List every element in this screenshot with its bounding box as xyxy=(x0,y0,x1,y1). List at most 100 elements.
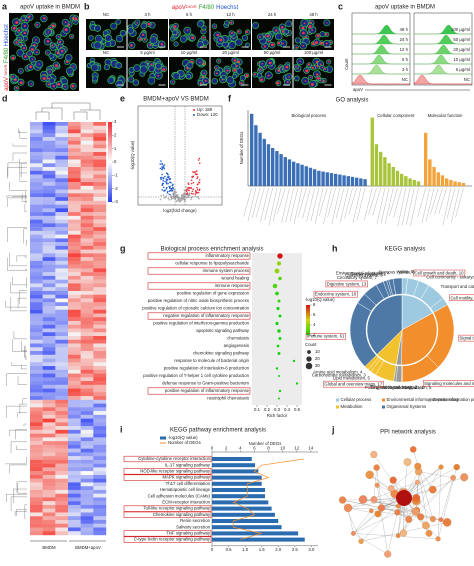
heatmap-cell xyxy=(30,148,43,153)
term-label: C-type lectin receptor signaling pathway xyxy=(134,537,211,542)
gene-point xyxy=(168,178,171,180)
vesicle xyxy=(149,43,152,46)
cell xyxy=(232,73,238,79)
heatmap-cell xyxy=(68,332,81,337)
heatmap-cell xyxy=(55,411,69,416)
axis-label: Rich factor xyxy=(267,413,288,418)
go-bar xyxy=(250,113,254,186)
heatmap-cell xyxy=(68,140,81,145)
vesicle xyxy=(233,59,237,62)
vesicle xyxy=(15,41,18,44)
enrichment-dot xyxy=(275,367,279,370)
gene-point xyxy=(164,175,166,178)
heatmap-cell xyxy=(93,185,107,190)
heatmap-cell xyxy=(30,392,43,397)
gene-point xyxy=(183,195,186,197)
condition-label: 6 h xyxy=(186,12,193,17)
heatmap-cell xyxy=(80,290,94,295)
heatmap-cell xyxy=(30,377,43,382)
vesicle xyxy=(307,63,311,66)
heatmap-cell xyxy=(55,433,69,438)
heatmap-cell xyxy=(93,140,107,145)
vesicle xyxy=(217,60,220,62)
go-bar xyxy=(292,161,296,186)
enrichment-bar xyxy=(212,537,305,542)
vesicle xyxy=(160,43,164,46)
title: KEGG pathway enrichment analysis xyxy=(170,428,266,434)
heatmap-cell xyxy=(30,294,43,299)
heatmap-cell xyxy=(68,339,81,344)
heatmap-cell xyxy=(42,414,56,419)
heatmap-cell xyxy=(55,463,69,468)
segment-label: Global and overview maps, 17 xyxy=(324,382,382,387)
heatmap-cell xyxy=(93,167,107,172)
legend-label: Up: 188 xyxy=(197,107,213,112)
heatmap-cell xyxy=(55,497,69,502)
heatmap-cell xyxy=(42,332,56,337)
heatmap-cell xyxy=(93,242,107,247)
heatmap-cell xyxy=(80,122,94,126)
go-bar xyxy=(374,144,379,186)
heatmap-cell xyxy=(55,392,69,397)
heatmap-cell xyxy=(55,426,69,431)
term-label-stub xyxy=(310,187,320,222)
heatmap-cell xyxy=(30,407,43,412)
heatmap-cell xyxy=(42,309,56,314)
go-bar xyxy=(342,175,346,186)
heatmap-cell xyxy=(80,317,94,322)
vesicle xyxy=(31,58,34,61)
heatmap-cell xyxy=(93,305,107,310)
gene-point xyxy=(163,167,166,170)
network-node xyxy=(405,515,413,523)
heatmap-cell xyxy=(93,508,107,513)
heatmap-cell xyxy=(55,275,69,280)
vesicle xyxy=(325,33,328,36)
term-label-stub xyxy=(306,187,315,222)
heatmap-cell xyxy=(68,204,81,209)
network-node xyxy=(414,462,422,470)
heatmap-cell xyxy=(30,197,43,202)
heatmap-cell xyxy=(80,215,94,220)
vesicle xyxy=(203,72,205,75)
vesicle xyxy=(311,29,314,31)
axis-label: Count xyxy=(344,58,349,70)
heatmap-cell xyxy=(68,290,81,295)
vesicle xyxy=(259,68,262,71)
heatmap-cell xyxy=(30,399,43,404)
heatmap-cell xyxy=(55,197,69,202)
heatmap-cell xyxy=(42,133,56,138)
heatmap-cell xyxy=(80,339,94,344)
heatmap-cell xyxy=(30,264,43,269)
heatmap-cell xyxy=(93,504,107,509)
heatmap-cell xyxy=(93,287,107,292)
heatmap-cell xyxy=(93,197,107,202)
gene-point xyxy=(198,189,201,192)
heatmap-cell xyxy=(80,343,94,348)
gene-point xyxy=(195,170,198,172)
colorbar-label: 0 xyxy=(114,159,117,164)
legend-swatch xyxy=(428,398,431,402)
heatmap-cell xyxy=(42,463,56,468)
heatmap-cell xyxy=(55,512,69,517)
heatmap-cell xyxy=(42,504,56,509)
vesicle xyxy=(315,41,319,45)
enrichment-dot xyxy=(277,299,281,303)
vesicle xyxy=(202,36,205,39)
heatmap-cell xyxy=(68,523,81,528)
heatmap-cell xyxy=(68,358,81,363)
heatmap-cell xyxy=(55,257,69,262)
vesicle xyxy=(30,83,32,85)
term-label: chemokine signaling pathway xyxy=(193,351,250,356)
heatmap-cell xyxy=(55,185,69,190)
title: GO analysis xyxy=(336,98,369,104)
heatmap-cell xyxy=(93,433,107,438)
term-label-stub xyxy=(319,187,328,216)
vesicle xyxy=(23,31,26,35)
heatmap-cell xyxy=(30,332,43,337)
vesicle xyxy=(147,22,151,26)
heatmap-cell xyxy=(55,403,69,408)
heatmap-cell xyxy=(93,437,107,442)
heatmap-cell xyxy=(55,302,69,307)
vesicle xyxy=(12,76,15,78)
heatmap-cell xyxy=(68,287,81,292)
